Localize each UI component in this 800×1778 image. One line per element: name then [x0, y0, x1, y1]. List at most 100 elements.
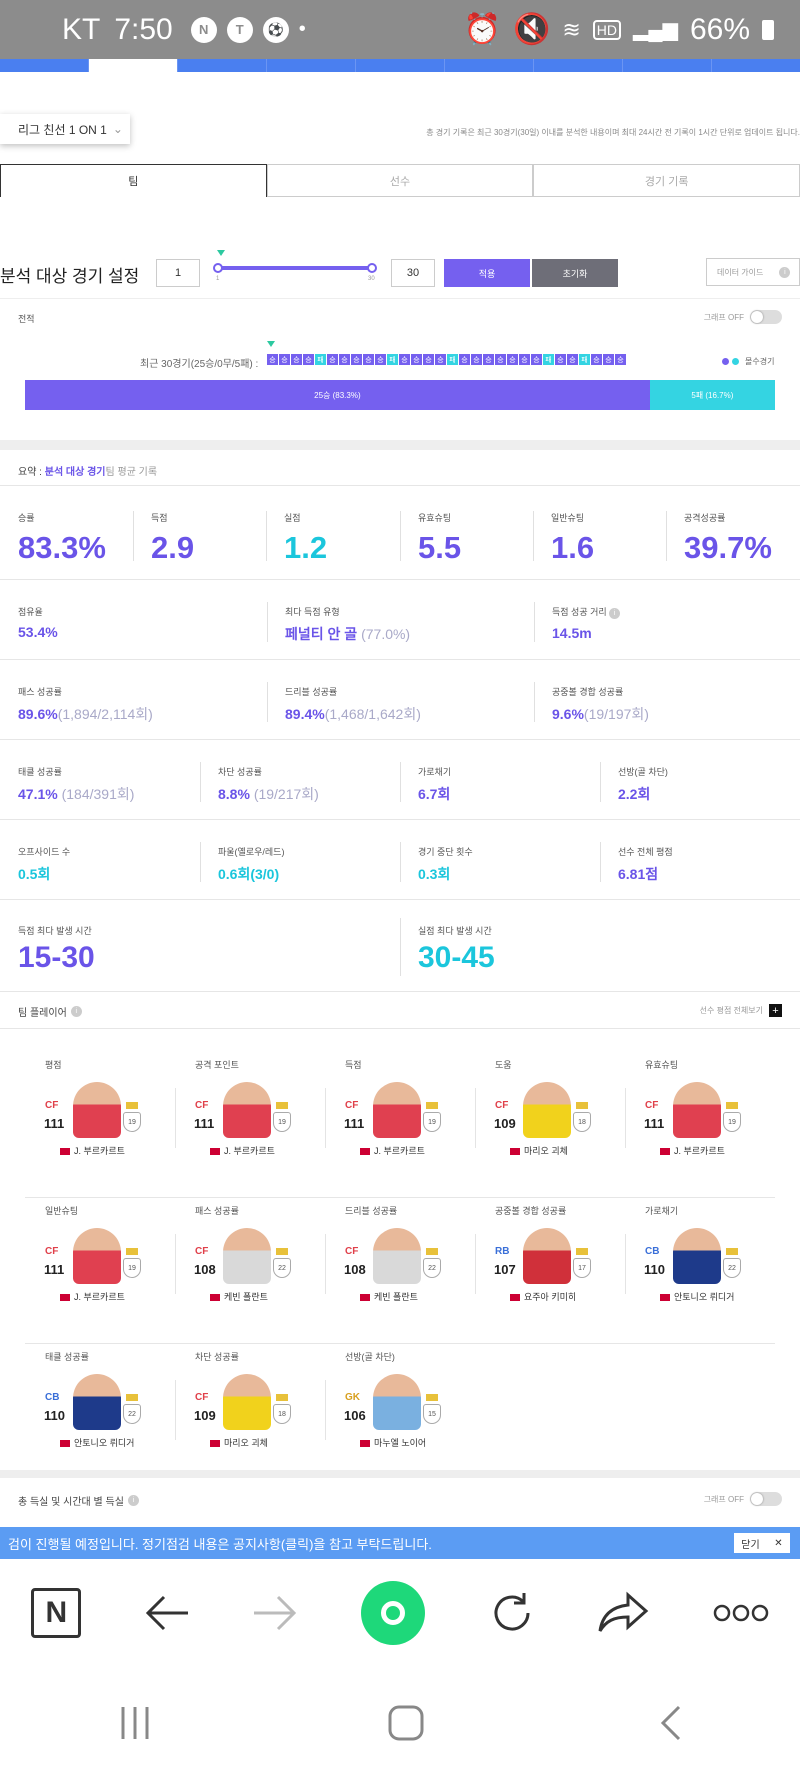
info-icon[interactable]: i — [609, 608, 621, 619]
info-icon[interactable]: i — [70, 1006, 82, 1017]
card-divider — [475, 1234, 476, 1294]
back-arrow-icon[interactable] — [144, 1593, 190, 1633]
data-guide-label: 데이터 가이드 — [717, 267, 764, 277]
player-overall: 108 — [344, 1262, 366, 1277]
stat-value: 89.4% — [285, 706, 325, 722]
stat-value: 39.7% — [684, 530, 772, 565]
player-name-row: J. 부르카르트 — [360, 1144, 425, 1157]
win-loss-bar: 25승 (83.3%) 5패 (16.7%) — [25, 380, 775, 410]
stat-label: 실점 — [284, 513, 301, 523]
player-row: 태클 성공률 CB 110 22 안토니오 뤼디거 차단 성공률 CF 109 18 마리오 괴체… — [25, 1344, 775, 1490]
player-avatar — [73, 1082, 121, 1138]
player-card[interactable]: 도움 CF 109 18 마리오 괴체 — [475, 1058, 625, 1188]
result-cell: 승 — [591, 354, 602, 365]
player-overall: 111 — [344, 1116, 365, 1131]
max-games-input[interactable]: 30 — [391, 259, 435, 287]
goals-graph-toggle[interactable]: 그래프 OFF — [704, 1492, 782, 1506]
apply-button[interactable]: 적용 — [444, 259, 530, 287]
green-home-button[interactable] — [360, 1581, 425, 1645]
league-select[interactable]: 리그 친선 1 ON 1 ⌄ — [0, 114, 130, 144]
upgrade-badge — [126, 1102, 138, 1109]
stat-dribble-success: 드리블 성공률 89.4%(1,468/1,642회) — [267, 660, 534, 739]
league-select-label: 리그 친선 1 ON 1 — [18, 122, 107, 137]
player-position: CF — [645, 1100, 659, 1111]
card-divider — [175, 1234, 176, 1294]
info-icon[interactable]: i — [127, 1495, 139, 1506]
player-card[interactable]: 득점 CF 111 19 J. 부르카르트 — [325, 1058, 475, 1188]
share-icon[interactable] — [598, 1591, 650, 1635]
stat-value: 1.2 — [284, 530, 328, 565]
time-stats: 득점 최다 발생 시간 15-30 실점 최다 발생 시간 30-45 — [0, 900, 800, 992]
player-card[interactable]: 드리블 성공률 CF 108 22 케빈 폴란트 — [325, 1204, 475, 1334]
player-card[interactable]: 패스 성공률 CF 108 22 케빈 폴란트 — [175, 1204, 325, 1334]
tab-team[interactable]: 팀 — [0, 164, 267, 197]
stat-label: 유효슈팅 — [418, 513, 452, 523]
team-logo-icon — [60, 1440, 70, 1448]
player-card[interactable]: 차단 성공률 CF 109 18 마리오 괴체 — [175, 1350, 325, 1480]
player-level-badge: 22 — [423, 1258, 441, 1278]
player-name: 마리오 괴체 — [224, 1438, 268, 1448]
forfeit-legend-label: 몰수경기 — [745, 357, 775, 366]
stat-label: 점유율 — [18, 607, 43, 617]
player-category: 차단 성공률 — [195, 1352, 239, 1362]
player-position: RB — [495, 1246, 510, 1257]
stat-value: 83.3% — [18, 530, 106, 565]
stat-goals: 득점 2.9 — [133, 495, 266, 579]
player-overall: 108 — [194, 1262, 216, 1277]
team-logo-icon — [210, 1440, 220, 1448]
close-banner-button[interactable]: 닫기 ✕ — [734, 1533, 790, 1553]
player-card[interactable]: 유효슈팅 CF 111 19 J. 부르카르트 — [625, 1058, 775, 1188]
upgrade-badge — [276, 1102, 288, 1109]
result-cell: 승 — [375, 354, 386, 365]
player-card[interactable]: 공격 포인트 CF 111 19 J. 부르카르트 — [175, 1058, 325, 1188]
player-name: 케빈 폴란트 — [374, 1292, 418, 1302]
player-position: CF — [195, 1392, 209, 1403]
player-card[interactable]: 평점 CF 111 19 J. 부르카르트 — [25, 1058, 175, 1188]
reset-button[interactable]: 초기화 — [532, 259, 618, 287]
stat-value: 15-30 — [18, 941, 95, 974]
team-logo-icon — [60, 1294, 70, 1302]
stat-top-goal-type: 최다 득점 유형 페널티 안 골 (77.0%) — [267, 580, 534, 659]
toggle-switch[interactable] — [750, 1492, 782, 1506]
system-back-icon[interactable] — [659, 1704, 683, 1742]
naver-home-button[interactable]: N — [31, 1588, 82, 1638]
player-card[interactable]: 태클 성공률 CB 110 22 안토니오 뤼디거 — [25, 1350, 175, 1480]
more-options-icon[interactable] — [713, 1604, 769, 1622]
view-all-ratings[interactable]: 선수 평점 전체보기 + — [700, 1004, 782, 1017]
stat-sub: (184/391회) — [61, 786, 135, 802]
player-card[interactable]: 공중볼 경합 성공률 RB 107 17 요주아 키미히 — [475, 1204, 625, 1334]
card-divider — [175, 1088, 176, 1148]
stat-stoppages: 경기 중단 횟수 0.3회 — [400, 820, 600, 899]
browser-nav-bar: N — [0, 1559, 800, 1667]
refresh-icon[interactable] — [488, 1589, 536, 1637]
result-cell: 승 — [555, 354, 566, 365]
slider-min-handle[interactable] — [213, 263, 223, 273]
home-icon[interactable] — [387, 1704, 425, 1742]
stat-label: 파울(옐로우/레드) — [218, 847, 285, 857]
player-category: 일반슈팅 — [45, 1206, 79, 1216]
player-overall: 111 — [44, 1116, 65, 1131]
tab-player[interactable]: 선수 — [266, 164, 534, 197]
player-level-badge: 17 — [573, 1258, 591, 1278]
toggle-switch[interactable] — [750, 310, 782, 324]
min-games-input[interactable]: 1 — [156, 259, 200, 287]
player-category: 도움 — [495, 1060, 512, 1070]
forward-arrow-icon[interactable] — [252, 1593, 298, 1633]
player-card[interactable]: 선방(골 차단) GK 106 15 마누엘 노이어 — [325, 1350, 475, 1480]
player-category: 평점 — [45, 1060, 62, 1070]
recent-apps-icon[interactable] — [117, 1705, 153, 1741]
slider-max-handle[interactable] — [367, 263, 377, 273]
range-slider[interactable]: 1 30 — [213, 250, 377, 282]
record-graph-toggle[interactable]: 그래프 OFF — [704, 310, 782, 324]
stat-value: 페널티 안 골 — [285, 626, 358, 642]
player-card[interactable]: 가로채기 CB 110 22 안토니오 뤼디거 — [625, 1204, 775, 1334]
player-card[interactable]: 일반슈팅 CF 111 19 J. 부르카르트 — [25, 1204, 175, 1334]
record-graph-toggle-label: 그래프 OFF — [703, 312, 744, 322]
maintenance-banner[interactable]: 검이 진행될 예정입니다. 정기점검 내용은 공지사항(클릭)을 참고 부탁드립… — [0, 1527, 800, 1559]
data-guide-button[interactable]: 데이터 가이드 i — [706, 258, 800, 286]
tab-match-records[interactable]: 경기 기록 — [533, 164, 800, 197]
goals-section-title: 총 득실 및 시간대 별 득실 — [18, 1497, 124, 1508]
player-overall: 106 — [344, 1408, 366, 1423]
result-cell: 패 — [447, 354, 458, 365]
player-name: 케빈 폴란트 — [224, 1292, 268, 1302]
